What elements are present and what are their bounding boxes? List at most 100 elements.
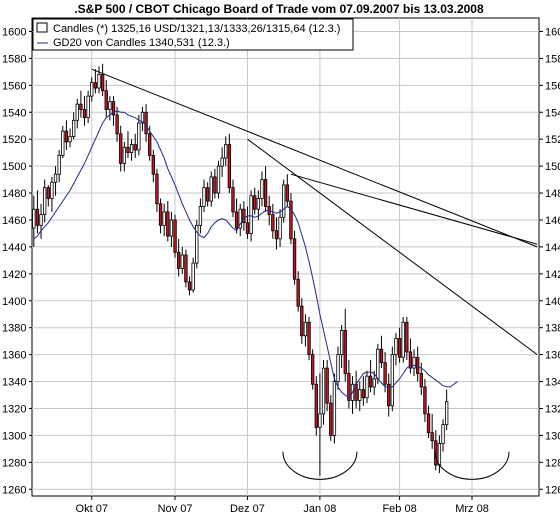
bottom-arc [282, 451, 358, 480]
candle-body [93, 82, 98, 89]
candle-body [361, 389, 366, 399]
candle-body [50, 181, 54, 199]
candle-body [318, 413, 322, 428]
candle-body [245, 222, 250, 234]
candle-body [216, 165, 221, 194]
candle-body [64, 130, 69, 143]
legend-entry-ma20: GD20 von Candles 1340,531 (12.3.) [53, 37, 230, 49]
y-tick-label-right: 1400 [545, 296, 560, 308]
candle-body [104, 90, 108, 110]
y-tick-label-right: 1320 [545, 403, 560, 415]
y-tick-label-left: 1500 [2, 161, 26, 173]
candle-body [97, 74, 101, 89]
candle-body [296, 278, 300, 307]
candle-body [390, 354, 394, 407]
candle-body [162, 211, 166, 226]
candle-body [339, 329, 344, 356]
y-tick-label-left: 1400 [2, 296, 26, 308]
candle-body [231, 187, 235, 213]
candle-body [274, 230, 279, 240]
candle-body [260, 179, 264, 199]
y-tick-label-left: 1560 [2, 80, 26, 92]
candle-body [151, 154, 155, 175]
candle-body [140, 111, 145, 124]
candle-body [46, 187, 50, 199]
candle-body [285, 184, 289, 202]
y-tick-label-left: 1340 [2, 377, 26, 389]
candle-body [227, 144, 232, 189]
y-tick-label-right: 1420 [545, 269, 560, 281]
candle-body [343, 329, 347, 374]
y-tick-label-right: 1500 [545, 161, 560, 173]
candle-body [133, 144, 137, 151]
candle-body [184, 254, 188, 283]
y-tick-label-right: 1340 [545, 377, 560, 389]
candle-body [173, 219, 177, 253]
candle-body [144, 111, 148, 135]
y-tick-label-left: 1520 [2, 134, 26, 146]
y-tick-label-left: 1260 [2, 484, 26, 496]
y-tick-label-right: 1440 [545, 242, 560, 254]
plot-frame [31, 17, 540, 497]
candle-body [169, 219, 174, 237]
candle-body [423, 386, 427, 415]
legend-candle-symbol [36, 22, 48, 33]
candle-body [292, 238, 297, 280]
candle-body [368, 375, 373, 388]
y-tick-label-right: 1560 [545, 80, 560, 92]
candle-body [75, 103, 79, 121]
candle-body [213, 176, 217, 194]
x-tick-label: Nov 07 [158, 503, 193, 515]
candle-body [253, 195, 257, 210]
candle-body [401, 321, 405, 358]
candle-body [108, 101, 112, 110]
x-tick-label: Okt 07 [76, 503, 108, 515]
candle-body [61, 130, 65, 156]
candle-body [57, 154, 61, 175]
candle-body [437, 443, 442, 466]
candle-body [220, 157, 224, 167]
candle-body [187, 281, 192, 291]
y-tick-label-left: 1600 [2, 26, 26, 38]
candle-body [39, 214, 43, 226]
y-tick-label-right: 1520 [545, 134, 560, 146]
candle-body [278, 216, 282, 240]
candle-body [441, 424, 445, 444]
candle-body [202, 187, 206, 207]
candle-body [71, 119, 76, 137]
candle-body [365, 375, 369, 399]
candle-body [43, 187, 47, 215]
candle-body [325, 367, 329, 404]
candle-body [408, 351, 413, 369]
candle-body [180, 254, 184, 269]
y-tick-label-right: 1580 [545, 53, 560, 65]
ma20-series-line [33, 110, 458, 399]
legend-box [32, 18, 354, 51]
candle-body [249, 195, 253, 234]
y-tick-label-left: 1580 [2, 53, 26, 65]
candle-body [82, 109, 87, 119]
candle-body [205, 187, 210, 202]
candle-body [376, 348, 380, 380]
candle-body [115, 114, 119, 135]
candle-body [419, 373, 423, 388]
candle-body [126, 146, 130, 154]
candle-body [282, 184, 286, 218]
y-tick-label-left: 1360 [2, 350, 26, 362]
candle-body [122, 146, 127, 164]
candle-body [86, 95, 90, 119]
y-tick-label-right: 1380 [545, 323, 560, 335]
bottom-arc [434, 451, 510, 480]
candle-body [90, 82, 94, 97]
candle-body [100, 74, 105, 92]
y-tick-label-left: 1480 [2, 188, 26, 200]
candle-body [166, 211, 170, 237]
candle-body [430, 432, 434, 442]
candle-body [53, 173, 58, 183]
y-tick-label-left: 1320 [2, 403, 26, 415]
y-tick-label-left: 1440 [2, 242, 26, 254]
candle-body [198, 206, 203, 226]
candle-body [234, 211, 239, 229]
candle-body [412, 356, 416, 369]
